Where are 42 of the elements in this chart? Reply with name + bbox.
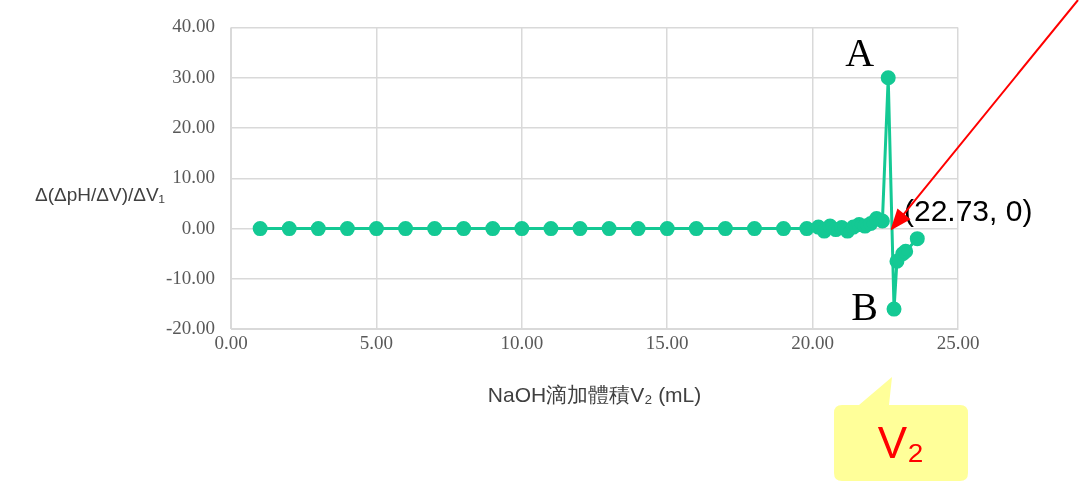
point bbox=[310, 221, 326, 237]
annotation: B bbox=[851, 283, 879, 329]
x-tick-label: 25.00 bbox=[936, 331, 980, 353]
point bbox=[746, 221, 762, 237]
point bbox=[659, 221, 675, 237]
point bbox=[909, 231, 925, 247]
text: V₂ bbox=[876, 417, 926, 470]
point bbox=[398, 221, 414, 237]
point bbox=[776, 221, 792, 237]
x-tick-label: 5.00 bbox=[359, 331, 394, 353]
point bbox=[485, 221, 501, 237]
point bbox=[281, 221, 297, 237]
point bbox=[252, 221, 268, 237]
x-tick-label: 20.00 bbox=[791, 331, 834, 353]
x-tick-label: 15.00 bbox=[645, 331, 689, 353]
point bbox=[880, 70, 896, 86]
x-tick-label: 0.00 bbox=[214, 331, 248, 353]
y-tick-label: 40.00 bbox=[172, 15, 216, 37]
y-tick-label: 20.00 bbox=[172, 115, 216, 137]
y-tick-label: 0.00 bbox=[181, 216, 216, 238]
point bbox=[601, 221, 617, 237]
point bbox=[427, 221, 443, 237]
point bbox=[456, 221, 472, 237]
point bbox=[572, 221, 588, 237]
point bbox=[688, 221, 704, 237]
x-axis-title: NaOH滴加體積V₂ (mL) bbox=[487, 383, 702, 406]
point bbox=[630, 221, 646, 237]
point bbox=[339, 221, 355, 237]
point bbox=[799, 221, 815, 237]
point bbox=[368, 221, 384, 237]
point bbox=[886, 301, 902, 317]
annotation: A bbox=[845, 30, 875, 76]
annotation: (22.73, 0) bbox=[904, 193, 1033, 227]
y-tick-label: 30.00 bbox=[172, 65, 216, 87]
point bbox=[514, 221, 530, 237]
point bbox=[717, 221, 733, 237]
x-tick-label: 10.00 bbox=[500, 331, 544, 353]
y-tick-label: -10.00 bbox=[166, 266, 216, 288]
y-tick-label: -20.00 bbox=[166, 317, 216, 339]
y-tick-label: 10.00 bbox=[172, 166, 216, 188]
y-axis-title: Δ(ΔpH/ΔV)/ΔV₁ bbox=[34, 183, 166, 205]
point bbox=[543, 221, 559, 237]
